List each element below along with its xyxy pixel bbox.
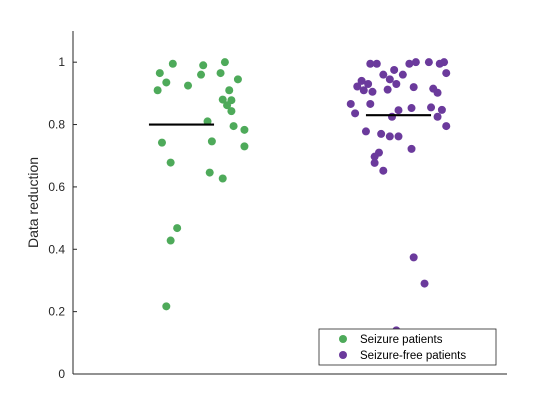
data-point-series-1 [157, 138, 166, 147]
y-tick-label: 0.6 [48, 180, 65, 194]
data-point-series-2 [433, 112, 442, 121]
y-tick-label: 0.8 [48, 118, 65, 132]
data-point-series-2 [437, 105, 446, 114]
median-lines [148, 114, 432, 126]
data-point-series-2 [346, 99, 355, 108]
data-point-series-1 [207, 137, 216, 146]
legend-box [318, 328, 497, 366]
data-point-series-2 [433, 88, 442, 97]
data-point-series-2 [387, 112, 396, 121]
data-point-series-2 [440, 58, 449, 67]
data-point-series-2 [442, 122, 451, 131]
data-point-series-2 [392, 80, 401, 89]
legend-entry-label: Seizure patients [360, 334, 443, 346]
data-point-series-2 [361, 127, 370, 136]
data-point-series-2 [385, 75, 394, 84]
legend: Seizure patients Seizure-free patients [318, 328, 497, 366]
data-point-series-2 [372, 59, 381, 68]
data-point-series-2 [411, 58, 420, 67]
data-point-series-1 [197, 70, 206, 79]
data-point-series-2 [409, 253, 418, 262]
data-point-series-1 [229, 122, 238, 131]
data-point-series-1 [223, 101, 232, 110]
data-point-series-1 [233, 75, 242, 84]
y-tick-label: 0.4 [48, 242, 65, 256]
data-point-series-1 [205, 168, 214, 177]
data-point-series-2 [442, 69, 451, 78]
data-point-series-1 [162, 78, 171, 87]
data-point-series-2 [407, 104, 416, 113]
data-point-series-2 [366, 99, 375, 108]
legend-entry-label: Seizure-free patients [360, 350, 466, 362]
data-point-series-1 [203, 117, 212, 126]
data-point-series-1 [155, 69, 164, 78]
data-point-series-2 [424, 58, 433, 67]
data-point-series-2 [405, 59, 414, 68]
data-point-series-1 [184, 81, 193, 90]
data-point-series-2 [370, 152, 379, 161]
data-point-series-1 [218, 95, 227, 104]
data-point-series-1 [166, 158, 175, 167]
data-point-series-2 [366, 59, 375, 68]
data-point-series-2 [394, 106, 403, 115]
legend-marker [339, 335, 347, 343]
data-point-series-2 [379, 70, 388, 79]
data-point-series-2 [398, 70, 407, 79]
data-point-series-1 [240, 125, 249, 134]
data-point-series-2 [394, 132, 403, 141]
y-tick-label: 0 [58, 367, 65, 381]
legend-marker [339, 351, 347, 359]
data-point-series-2 [359, 86, 368, 95]
data-point-series-2 [390, 65, 399, 74]
y-axis-label: Data reduction [25, 157, 41, 248]
data-point-series-2 [379, 166, 388, 175]
data-point-series-1 [173, 224, 182, 233]
axes: 0 0.2 0.4 0.6 0.8 1 Data reduction [25, 31, 507, 381]
data-point-series-1 [220, 58, 229, 67]
data-point-series-2 [407, 144, 416, 153]
data-point-series-2 [370, 158, 379, 167]
data-point-series-2 [351, 109, 360, 118]
data-point-series-2 [357, 76, 366, 85]
data-point-series-2 [427, 103, 436, 112]
data-point-series-1 [240, 142, 249, 151]
data-point-series-1 [218, 174, 227, 183]
data-points [153, 58, 451, 335]
data-point-series-1 [227, 107, 236, 116]
data-point-series-1 [199, 61, 208, 70]
data-point-series-2 [420, 279, 429, 288]
data-point-series-1 [225, 86, 234, 95]
data-point-series-2 [364, 80, 373, 89]
data-point-series-1 [168, 59, 177, 68]
data-point-series-1 [166, 236, 175, 245]
y-tick-label: 1 [58, 55, 65, 69]
data-point-series-1 [216, 69, 225, 78]
data-point-series-2 [409, 83, 418, 92]
data-point-series-1 [153, 86, 162, 95]
y-tick-label: 0.2 [48, 305, 65, 319]
data-point-series-2 [385, 132, 394, 141]
data-point-series-1 [162, 302, 171, 311]
data-point-series-2 [368, 87, 377, 96]
data-point-series-2 [377, 129, 386, 138]
data-point-series-2 [383, 85, 392, 94]
data-point-series-2 [353, 82, 362, 91]
